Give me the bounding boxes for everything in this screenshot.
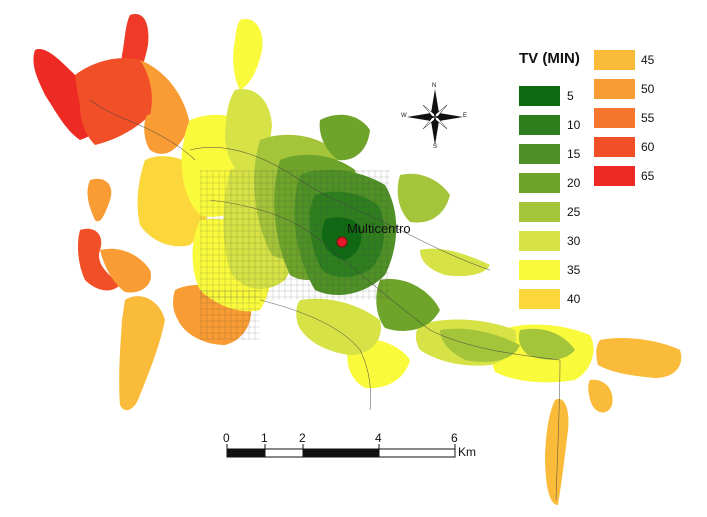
multicentro-marker[interactable] xyxy=(336,236,348,248)
compass-rose xyxy=(407,89,463,145)
scale-unit: Km xyxy=(458,445,476,459)
scale-tick-1: 1 xyxy=(261,431,268,445)
scale-bar xyxy=(226,444,456,458)
scale-tick-6: 6 xyxy=(451,431,458,445)
scale-tick-2: 2 xyxy=(299,431,306,445)
scale-tick-0: 0 xyxy=(223,431,230,445)
compass-e: E xyxy=(463,113,468,119)
compass-w: W xyxy=(401,113,407,119)
compass-s: S xyxy=(433,144,438,150)
road-network xyxy=(89,99,561,501)
multicentro-label: Multicentro xyxy=(347,221,411,236)
scale-tick-4: 4 xyxy=(375,431,382,445)
compass-n: N xyxy=(432,83,437,89)
